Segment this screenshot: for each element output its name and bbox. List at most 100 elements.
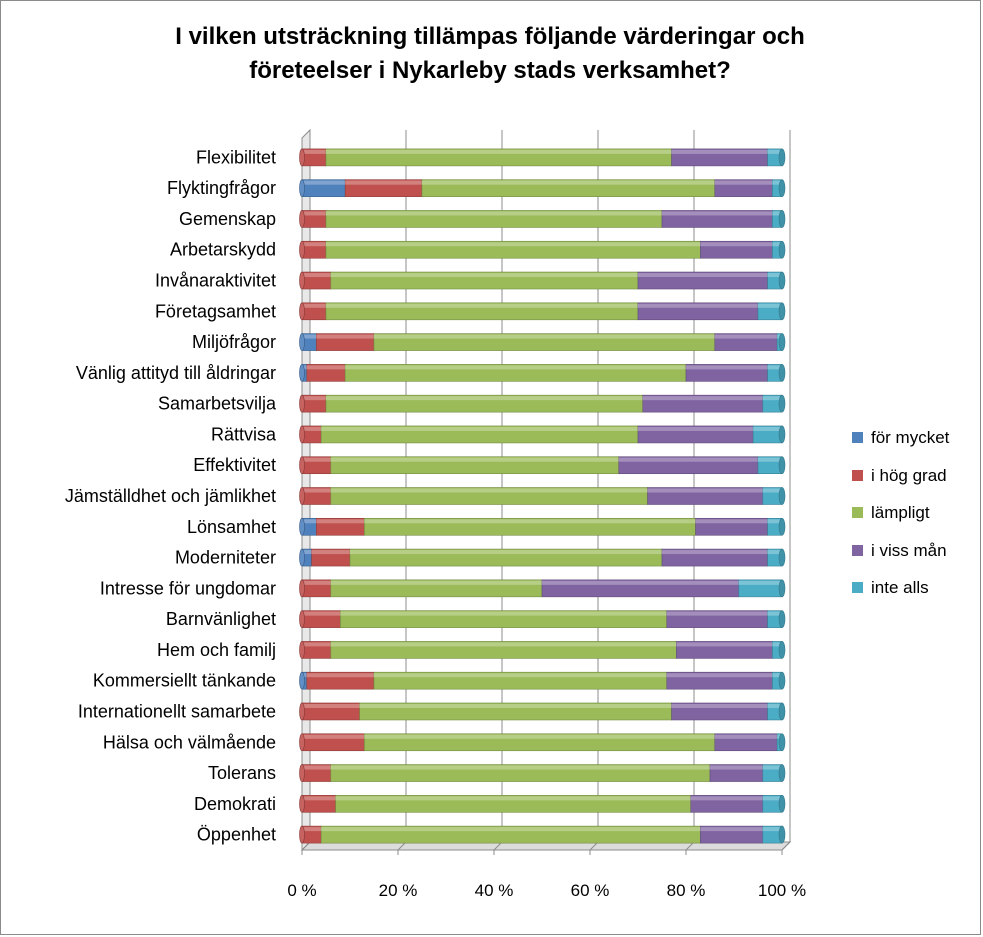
- bar-start-cap: [299, 425, 305, 444]
- bar-segment-highlight: [302, 580, 331, 585]
- bar-segment-highlight: [302, 180, 346, 185]
- bar-start-cap: [299, 148, 305, 167]
- category-label: Miljöfrågor: [192, 332, 276, 352]
- bar-segment-highlight: [302, 149, 326, 154]
- bar-segment-highlight: [758, 457, 782, 462]
- bar-segment-highlight: [335, 796, 691, 801]
- bar-segment-highlight: [700, 827, 763, 832]
- bar-segment-highlight: [316, 519, 365, 524]
- bar-segment-highlight: [330, 488, 648, 493]
- x-tick-label: 60 %: [571, 881, 610, 900]
- bar-end-cap: [778, 487, 786, 505]
- category-label: Barnvänlighet: [166, 609, 276, 629]
- bar-segment-highlight: [758, 303, 782, 308]
- bar-end-cap: [778, 517, 786, 536]
- bar-segment-highlight: [302, 673, 307, 678]
- legend-item: för mycket: [852, 428, 977, 466]
- category-label: Kommersiellt tänkande: [93, 671, 276, 691]
- bar-segment-highlight: [642, 396, 763, 401]
- category-label: Effektivitet: [193, 455, 276, 475]
- bar-segment-highlight: [302, 642, 331, 647]
- category-label: Rättvisa: [211, 424, 277, 444]
- bar-segment-highlight: [710, 765, 763, 770]
- bar-segment-highlight: [321, 827, 701, 832]
- bar-segment-highlight: [772, 673, 782, 678]
- category-label: Arbetarskydd: [170, 240, 276, 260]
- bar-start-cap: [299, 764, 305, 782]
- bar-start-cap: [299, 240, 305, 259]
- x-tick-label: 100 %: [758, 881, 806, 900]
- bar-segment-highlight: [302, 611, 341, 616]
- bar-segment-highlight: [302, 273, 331, 278]
- legend-swatch: [852, 432, 863, 443]
- bar-segment-highlight: [767, 365, 782, 370]
- bar-segment-highlight: [767, 703, 782, 708]
- bar-segment-highlight: [772, 180, 782, 185]
- bar-segment-highlight: [767, 611, 782, 616]
- bar-start-cap: [299, 456, 305, 475]
- legend-item: inte alls: [852, 578, 977, 616]
- bar-segment-highlight: [330, 765, 710, 770]
- bar-start-cap: [299, 394, 305, 413]
- bar-segment-highlight: [302, 426, 322, 431]
- bar-segment-highlight: [330, 580, 542, 585]
- category-label: Intresse för ungdomar: [100, 578, 276, 598]
- category-label: Tolerans: [208, 763, 276, 783]
- bar-segment-highlight: [638, 303, 758, 308]
- gridline-floor: [781, 841, 791, 851]
- bar-segment-highlight: [662, 211, 773, 216]
- legend-label: i hög grad: [871, 465, 947, 485]
- bar-segment-highlight: [302, 303, 326, 308]
- bar-segment-highlight: [666, 673, 773, 678]
- bar-segment-highlight: [762, 765, 782, 770]
- bar-end-cap: [778, 333, 786, 351]
- legend-swatch: [852, 507, 863, 518]
- bar-segment-highlight: [714, 734, 778, 739]
- bar-end-cap: [778, 825, 786, 844]
- bar-segment-highlight: [767, 519, 782, 524]
- bar-start-cap: [299, 795, 305, 813]
- category-label: Jämställdhet och jämlikhet: [65, 486, 276, 506]
- bar-end-cap: [778, 795, 786, 813]
- bar-end-cap: [778, 671, 786, 690]
- bar-segment-highlight: [326, 211, 662, 216]
- legend-swatch: [852, 582, 863, 593]
- bar-end-cap: [778, 364, 786, 382]
- bar-segment-highlight: [647, 488, 763, 493]
- bar-segment-highlight: [638, 426, 754, 431]
- bar-start-cap: [299, 333, 305, 351]
- category-label: Gemenskap: [179, 209, 276, 229]
- bar-segment-highlight: [326, 149, 672, 154]
- bar-start-cap: [299, 733, 305, 752]
- bar-start-cap: [299, 548, 305, 567]
- bar-start-cap: [299, 610, 305, 628]
- bar-segment-highlight: [364, 519, 696, 524]
- bar-segment-highlight: [686, 365, 768, 370]
- bar-segment-highlight: [772, 211, 782, 216]
- bar-segment-highlight: [302, 519, 317, 524]
- legend-label: inte alls: [871, 578, 929, 597]
- x-tick-label: 0 %: [287, 881, 316, 900]
- bar-segment-highlight: [762, 796, 782, 801]
- category-label: Invånaraktivitet: [155, 271, 276, 291]
- bar-segment-highlight: [326, 303, 638, 308]
- bar-segment-highlight: [762, 396, 782, 401]
- bar-end-cap: [778, 302, 786, 321]
- bar-segment-highlight: [671, 703, 768, 708]
- legend-label: lämpligt: [871, 503, 930, 522]
- bar-segment-highlight: [676, 642, 773, 647]
- bar-end-cap: [778, 394, 786, 413]
- bar-start-cap: [299, 671, 305, 690]
- bar-segment-highlight: [767, 550, 782, 555]
- category-label: Internationellt samarbete: [78, 701, 276, 721]
- bar-segment-highlight: [772, 642, 782, 647]
- bar-segment-highlight: [326, 242, 701, 247]
- x-tick-label: 40 %: [475, 881, 514, 900]
- category-label: Öppenhet: [197, 825, 276, 845]
- chart-title: I vilken utsträckning tillämpas följande…: [60, 20, 920, 88]
- bar-start-cap: [299, 702, 305, 721]
- category-label: Samarbetsvilja: [158, 394, 277, 414]
- legend-item: lämpligt: [852, 503, 977, 541]
- bar-segment-highlight: [345, 365, 686, 370]
- bar-segment-highlight: [700, 242, 773, 247]
